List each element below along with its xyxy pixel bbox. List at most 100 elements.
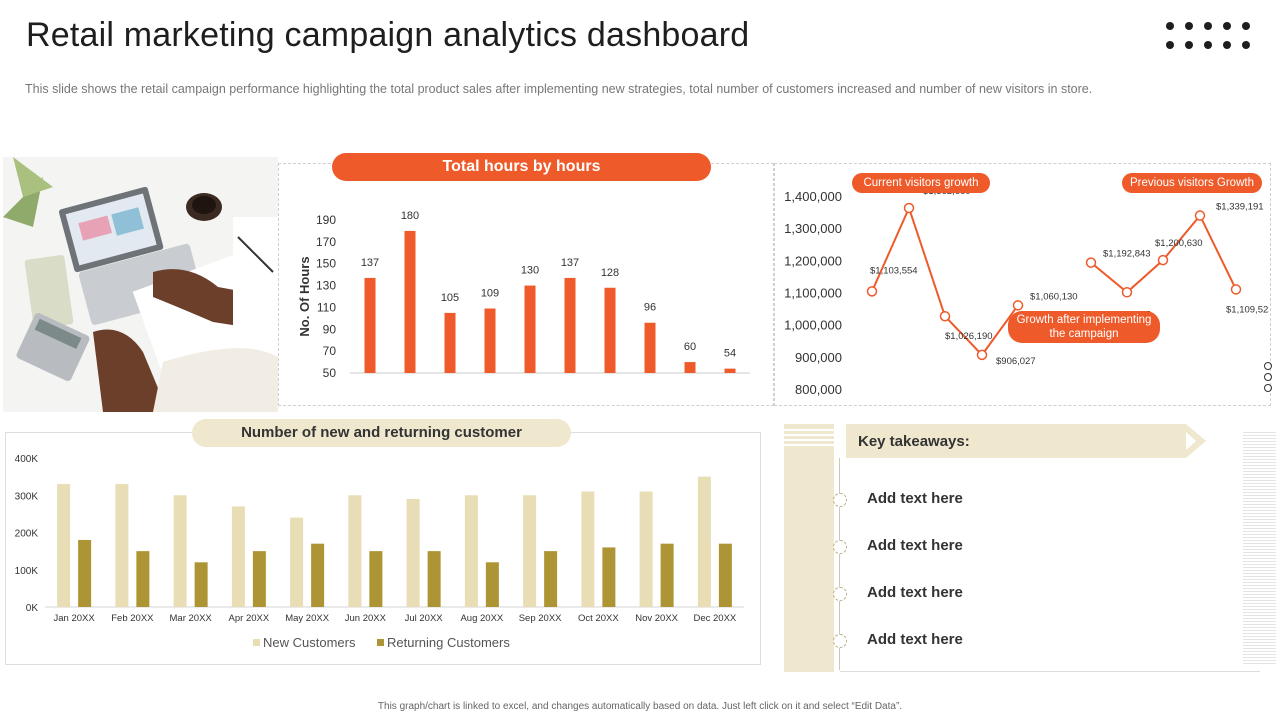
takeaways-header-arrow: [846, 424, 1206, 458]
visitors-point-label: $1,192,843: [1103, 249, 1151, 260]
dot-icon: [1223, 22, 1231, 30]
dot-icon: [1242, 22, 1250, 30]
visitors-point-label: $1,103,554: [870, 265, 918, 276]
hours-bar-label: 96: [644, 302, 656, 314]
hours-bar-label: 105: [441, 292, 459, 304]
takeaway-bullet-icon: [833, 493, 847, 507]
decorative-dots: [1166, 22, 1262, 56]
takeaways-right-stripes: [1243, 432, 1276, 664]
legend-new-swatch: [253, 639, 260, 646]
hours-bar-label: 137: [561, 257, 579, 269]
returning-customers-bar: [485, 562, 499, 607]
customers-xtick-label: Sep 20XX: [519, 613, 562, 624]
hours-bar: [404, 230, 416, 373]
visitors-point: [976, 349, 988, 361]
dot-icon: [1166, 41, 1174, 49]
new-customers-bar: [173, 495, 187, 607]
hours-ytick-label: 170: [316, 235, 336, 249]
customers-xtick-label: Aug 20XX: [460, 613, 503, 624]
customers-ytick-label: 200K: [15, 529, 39, 540]
footer-note: This graph/chart is linked to excel, and…: [377, 701, 903, 712]
customers-ytick-label: 0K: [26, 603, 39, 614]
takeaway-item-4: Add text here: [867, 631, 963, 648]
dot-icon: [1185, 22, 1193, 30]
hours-ytick-label: 110: [317, 300, 336, 314]
hours-bar: [484, 308, 496, 373]
visitors-ytick-label: 1,200,000: [784, 253, 842, 268]
new-customers-bar: [581, 491, 595, 607]
visitors-point: [1012, 300, 1024, 311]
laptop-photo: [3, 157, 278, 412]
customers-bar-chart: 0K 100K 200K 300K 400K Jan 20XX Feb 20XX Mar 20…: [15, 454, 744, 650]
dot-icon: [1185, 41, 1193, 49]
returning-customers-bar: [602, 547, 616, 607]
hours-bar: [644, 322, 656, 373]
new-customers-bar: [697, 476, 711, 607]
new-customers-bar: [639, 491, 653, 607]
returning-customers-bar: [369, 551, 383, 607]
hours-ytick-label: 50: [323, 366, 337, 380]
hours-bar: [684, 362, 696, 373]
growth-campaign-tag: Growth after implementing the campaign: [1008, 311, 1160, 343]
dot-icon: [1166, 22, 1174, 30]
hours-bar: [364, 277, 376, 373]
legend-returning-swatch: [377, 639, 384, 646]
new-customers-bar: [406, 498, 420, 607]
hours-bar-label: 137: [361, 257, 379, 269]
customers-ytick-label: 300K: [15, 491, 39, 502]
visitors-point: [939, 310, 951, 322]
customers-ytick-label: 100K: [15, 566, 39, 577]
visitors-ytick-label: 1,300,000: [784, 221, 842, 236]
hours-ytick-label: 190: [316, 213, 336, 227]
hours-bar: [524, 285, 536, 373]
returning-customers-bar: [136, 551, 150, 607]
hours-ytick-label: 70: [323, 344, 337, 358]
returning-customers-bar: [544, 551, 558, 607]
returning-customers-bar: [311, 543, 325, 607]
hours-bar-label: 180: [401, 210, 419, 222]
customers-xtick-label: Oct 20XX: [578, 613, 619, 624]
takeaways-side-band: [784, 424, 834, 672]
returning-customers-bar: [427, 551, 441, 607]
visitors-point: [903, 202, 915, 214]
visitors-chart-panel: [774, 163, 1271, 406]
takeaway-item-1: Add text here: [867, 490, 963, 507]
dot-icon: [1242, 41, 1250, 49]
hours-ylabel: No. Of Hours: [297, 256, 312, 336]
new-customers-bar: [115, 484, 129, 607]
returning-customers-bar: [718, 543, 732, 607]
takeaways-band-lines: [784, 426, 834, 448]
customers-xtick-label: May 20XX: [285, 613, 329, 624]
hours-bar-label: 109: [481, 288, 499, 300]
takeaways-bottom-line: [840, 671, 1260, 672]
visitors-ytick-label: 1,000,000: [784, 318, 842, 333]
visitors-point: [1157, 254, 1169, 266]
current-visitors-tag: Current visitors growth: [852, 173, 990, 193]
takeaways-vertical-line: [839, 458, 840, 670]
previous-visitors-tag: Previous visitors Growth: [1122, 173, 1262, 193]
visitors-point: [1230, 284, 1242, 295]
visitors-point-label: $1,060,130: [1030, 291, 1078, 302]
hours-bar-label: 60: [684, 341, 696, 353]
visitors-ytick-label: 1,400,000: [784, 189, 842, 204]
customers-xtick-label: Feb 20XX: [111, 613, 154, 624]
returning-customers-bar: [252, 551, 266, 607]
new-customers-bar: [57, 484, 71, 607]
returning-customers-bar: [660, 543, 674, 607]
visitors-line-chart: 1,400,000 1,300,000 1,200,000 1,100,000 1,00…: [784, 186, 1269, 397]
page-title: Retail marketing campaign analytics dash…: [26, 16, 750, 54]
customers-chart-title: Number of new and returning customer: [192, 419, 571, 447]
hours-bar: [604, 287, 616, 373]
hours-bar-chart: 50 70 90 110 130 150 170 190 No. Of Hours 137 180 1…: [297, 210, 750, 380]
returning-customers-bar: [78, 539, 92, 607]
hours-ytick-label: 130: [316, 279, 336, 293]
takeaways-title: Key takeaways:: [858, 433, 970, 450]
hours-bar: [724, 368, 736, 373]
hours-bar-label: 128: [601, 267, 619, 279]
page-subtitle: This slide shows the retail campaign per…: [25, 82, 1093, 96]
returning-customers-bar: [194, 562, 208, 607]
hours-bar: [444, 312, 456, 373]
new-customers-bar: [464, 495, 478, 607]
hours-bar-label: 54: [724, 348, 736, 360]
customers-xtick-label: Jan 20XX: [54, 613, 96, 624]
